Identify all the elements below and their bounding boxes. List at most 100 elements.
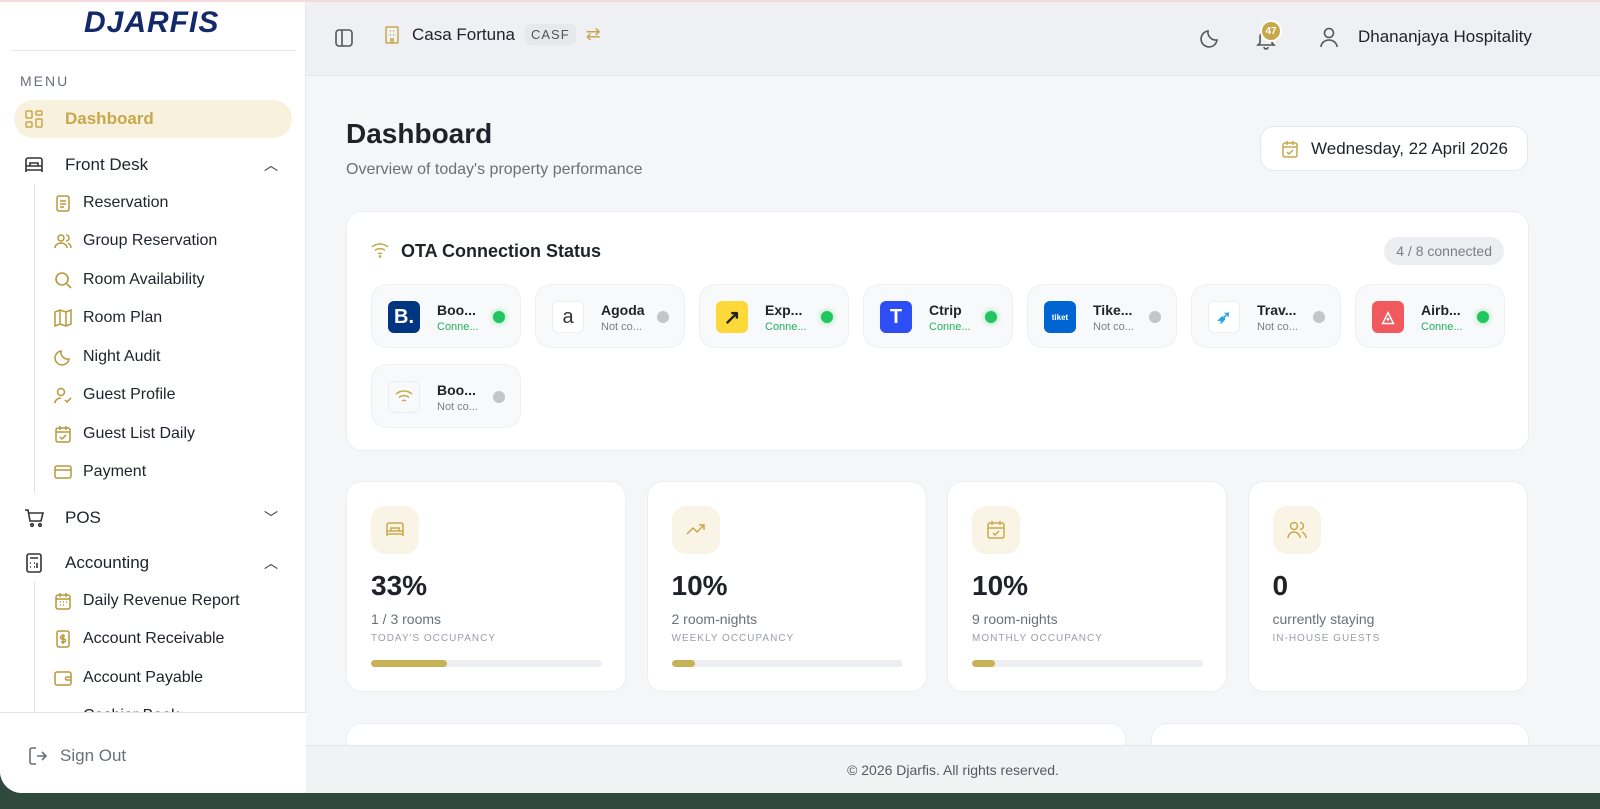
sidebar-item-pos[interactable]: POS ﹀ <box>0 507 306 529</box>
channel-name: Trav... <box>1257 302 1297 318</box>
status-dot <box>1313 311 1325 323</box>
progress-fill <box>671 660 695 667</box>
sidebar-item-label: Dashboard <box>65 109 154 128</box>
ota-channel-chip[interactable]: a Agoda Not co... <box>535 284 685 348</box>
calculator-icon <box>24 553 44 573</box>
sidebar-item-room-plan[interactable]: Room Plan <box>0 308 306 328</box>
bed-icon <box>24 155 44 175</box>
wifi-icon <box>371 242 389 258</box>
sidebar-item-accounting[interactable]: Accounting ︿ <box>0 552 306 574</box>
status-dot <box>1149 311 1161 323</box>
notifications-button[interactable]: 47 <box>1256 20 1282 50</box>
sidebar-panel-icon <box>334 28 354 48</box>
calendar-check-icon <box>54 425 72 443</box>
sidebar-item-label: Guest Profile <box>83 386 176 403</box>
ota-channel-chip[interactable]: ↗ Exp... Conne... <box>699 284 849 348</box>
users-icon <box>1272 506 1321 554</box>
date-button[interactable]: Wednesday, 22 April 2026 <box>1260 126 1528 171</box>
user-icon <box>1318 26 1340 48</box>
credit-card-icon <box>54 463 72 481</box>
sidebar-item-dashboard[interactable]: Dashboard <box>14 100 292 138</box>
stat-detail: 9 room-nights <box>972 611 1058 627</box>
stat-card: 10% 9 room-nights MONTHLY OCCUPANCY <box>947 481 1227 692</box>
sidebar-item-group-reservation[interactable]: Group Reservation <box>0 231 306 251</box>
ota-channel-chip[interactable]: T Ctrip Conne... <box>863 284 1013 348</box>
trending-up-icon <box>671 506 720 554</box>
stat-value: 10% <box>972 570 1029 601</box>
dark-mode-toggle[interactable] <box>1200 28 1220 48</box>
stat-label: IN-HOUSE GUESTS <box>1272 633 1381 644</box>
channel-name: Tike... <box>1093 302 1133 318</box>
calendar-icon <box>54 592 72 610</box>
moon-icon <box>1200 28 1220 48</box>
chevron-up-icon: ︿ <box>264 157 278 173</box>
sidebar-item-label: Reservation <box>83 194 169 211</box>
sidebar-item-reservation[interactable]: Reservation <box>0 193 306 213</box>
receipt-dollar-icon <box>54 630 72 648</box>
sidebar-item-label: Account Receivable <box>83 630 225 647</box>
sidebar-item-account-payable[interactable]: Account Payable <box>0 668 306 688</box>
ota-title: OTA Connection Status <box>401 241 601 261</box>
status-dot <box>657 311 669 323</box>
ota-channel-chip[interactable]: Boo... Not co... <box>371 364 521 428</box>
channel-status: Conne... <box>437 321 479 333</box>
building-icon <box>382 25 402 45</box>
current-date: Wednesday, 22 April 2026 <box>1311 138 1508 158</box>
footer: © 2026 Djarfis. All rights reserved. <box>306 745 1600 793</box>
sign-out-button[interactable]: Sign Out <box>28 746 126 766</box>
traveloka-logo: ➶ <box>1208 301 1240 333</box>
sidebar-item-label: Daily Revenue Report <box>83 592 240 609</box>
ota-status-card: OTA Connection Status 4 / 8 connected B.… <box>346 211 1529 451</box>
sidebar-item-room-availability[interactable]: Room Availability <box>0 270 306 290</box>
toggle-sidebar-button[interactable] <box>334 28 354 48</box>
sidebar-item-payment[interactable]: Payment <box>0 462 306 482</box>
sidebar-item-guest-list-daily[interactable]: Guest List Daily <box>0 424 306 444</box>
ota-channel-chip[interactable]: tiket Tike... Not co... <box>1027 284 1177 348</box>
sidebar: DJARFIS MENU Dashboard Front Desk ︿ Rese… <box>0 2 306 793</box>
status-dot <box>493 391 505 403</box>
menu-label: MENU <box>20 73 70 89</box>
channel-status: Not co... <box>1093 321 1134 333</box>
tree-line <box>34 582 35 722</box>
page-title: Dashboard <box>346 118 493 149</box>
user-name: Dhananjaya Hospitality <box>1358 27 1532 46</box>
stat-label: WEEKLY OCCUPANCY <box>671 633 795 644</box>
channel-status: Conne... <box>765 321 807 333</box>
property-switcher[interactable]: Casa Fortuna CASF ⇄ <box>382 24 601 45</box>
swap-icon: ⇄ <box>585 24 601 44</box>
ota-channel-chip[interactable]: ➶ Trav... Not co... <box>1191 284 1341 348</box>
stat-label: TODAY'S OCCUPANCY <box>371 633 497 644</box>
property-name: Casa Fortuna <box>412 24 515 44</box>
stat-detail: 1 / 3 rooms <box>371 611 442 627</box>
tiket-logo: tiket <box>1044 301 1076 333</box>
progress-fill <box>371 660 448 667</box>
clipboard-icon <box>54 194 72 212</box>
user-menu[interactable]: Dhananjaya Hospitality <box>1318 26 1532 48</box>
booking-logo: B. <box>388 301 420 333</box>
user-check-icon <box>54 386 72 404</box>
connected-count-badge: 4 / 8 connected <box>1384 237 1504 265</box>
wallet-icon <box>54 669 72 687</box>
sidebar-item-front-desk[interactable]: Front Desk ︿ <box>0 154 306 176</box>
channel-status: Conne... <box>1421 321 1463 333</box>
progress-bar <box>671 660 903 667</box>
ota-channel-chip[interactable]: B. Boo... Conne... <box>371 284 521 348</box>
channel-name: Ctrip <box>929 302 962 318</box>
ctrip-logo: T <box>880 301 912 333</box>
sidebar-item-daily-revenue-report[interactable]: Daily Revenue Report <box>0 591 306 611</box>
sidebar-item-label: Room Availability <box>83 271 205 288</box>
sidebar-item-account-receivable[interactable]: Account Receivable <box>0 629 306 649</box>
cart-icon <box>24 508 44 528</box>
sidebar-item-guest-profile[interactable]: Guest Profile <box>0 385 306 405</box>
map-icon <box>54 309 72 327</box>
sidebar-item-night-audit[interactable]: Night Audit <box>0 347 306 367</box>
sidebar-item-label: Front Desk <box>65 155 149 174</box>
channel-name: Boo... <box>437 382 476 398</box>
stat-card: 33% 1 / 3 rooms TODAY'S OCCUPANCY <box>346 481 626 692</box>
ota-channel-chip[interactable]: ◬ Airb... Conne... <box>1355 284 1505 348</box>
channel-status: Conne... <box>929 321 971 333</box>
page-subtitle: Overview of today's property performance <box>346 161 643 178</box>
chevron-up-icon: ︿ <box>264 555 278 571</box>
search-icon <box>54 271 72 289</box>
